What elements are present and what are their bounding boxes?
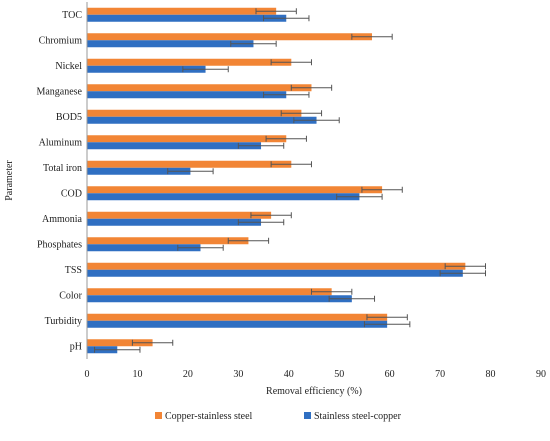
category-labels: TOC Chromium Nickel Manganese BOD5 Aluminum To… <box>36 10 82 353</box>
x-tick-label-20: 20 <box>183 369 193 380</box>
error-bar-aluminum-series-2 <box>237 142 285 149</box>
bar-color-series-2 <box>87 295 352 303</box>
category-label-manganese: Manganese <box>36 86 82 97</box>
error-bar-ph-series-2 <box>94 346 141 353</box>
x-tick-label-80: 80 <box>486 369 496 380</box>
error-bar-color-series-2 <box>328 295 376 302</box>
bar-nickel-series-2 <box>87 65 206 73</box>
legend: Copper-stainless steel Stainless steel-c… <box>155 411 402 422</box>
bar-bod5-series-1 <box>87 109 302 117</box>
error-bar-toc-series-1 <box>255 8 297 15</box>
legend-swatch-copper-stainless <box>155 412 162 419</box>
error-bar-nickel-series-1 <box>270 59 312 66</box>
bar-turbidity-series-2 <box>87 320 388 328</box>
bar-bod5-series-2 <box>87 116 317 124</box>
y-axis-title: Parameter <box>4 160 15 201</box>
bar-total-iron-series-2 <box>87 167 191 175</box>
error-bar-ph-series-1 <box>131 339 174 346</box>
category-label-nickel: Nickel <box>55 61 82 72</box>
bar-chromium-series-1 <box>87 33 373 41</box>
error-bar-phosphates-series-2 <box>177 244 224 251</box>
bar-phosphates-series-1 <box>87 237 249 245</box>
category-label-cod: COD <box>61 188 82 199</box>
category-label-aluminum: Aluminum <box>39 137 83 148</box>
x-tick-label-60: 60 <box>385 369 395 380</box>
error-bar-ammonia-series-2 <box>237 219 285 226</box>
error-bar-bod5-series-1 <box>280 110 323 117</box>
error-bar-tss-series-1 <box>444 263 487 270</box>
bar-turbidity-series-1 <box>87 313 388 321</box>
bar-toc-series-1 <box>87 7 277 15</box>
bar-manganese-series-1 <box>87 84 312 92</box>
bar-chromium-series-2 <box>87 40 254 48</box>
error-bar-aluminum-series-1 <box>265 135 307 142</box>
category-label-total-iron: Total iron <box>43 163 82 174</box>
bar-cod-series-2 <box>87 193 360 201</box>
category-label-ammonia: Ammonia <box>42 214 83 225</box>
category-label-chromium: Chromium <box>39 35 83 46</box>
bar-ammonia-series-1 <box>87 211 272 219</box>
x-tick-label-40: 40 <box>284 369 294 380</box>
error-bar-bod5-series-2 <box>293 117 340 124</box>
error-bar-cod-series-1 <box>361 186 403 193</box>
error-bar-total-iron-series-1 <box>270 161 312 168</box>
x-tick-label-70: 70 <box>435 369 445 380</box>
category-label-ph: pH <box>70 341 82 352</box>
bar-ammonia-series-2 <box>87 218 262 226</box>
bar-aluminum-series-1 <box>87 135 287 143</box>
error-bar-manganese-series-1 <box>290 84 333 91</box>
error-bar-nickel-series-2 <box>182 66 229 73</box>
error-bar-total-iron-series-2 <box>167 168 214 175</box>
category-label-bod5: BOD5 <box>56 112 82 123</box>
bars-layer <box>87 7 487 354</box>
error-bar-chromium-series-2 <box>230 40 277 47</box>
legend-swatch-stainless-copper <box>304 412 311 419</box>
category-label-tss: TSS <box>65 265 82 276</box>
error-bar-phosphates-series-1 <box>227 237 270 244</box>
error-bar-tss-series-2 <box>439 270 487 277</box>
x-tick-label-50: 50 <box>334 369 344 380</box>
error-bar-chromium-series-1 <box>351 33 393 40</box>
bar-aluminum-series-2 <box>87 142 262 150</box>
legend-label-stainless-copper: Stainless steel-copper <box>314 411 402 422</box>
bar-nickel-series-1 <box>87 58 292 66</box>
bar-tss-series-2 <box>87 269 463 277</box>
bar-manganese-series-2 <box>87 91 287 99</box>
error-bar-turbidity-series-2 <box>363 321 411 328</box>
error-bar-cod-series-2 <box>336 193 383 200</box>
x-tick-labels: 0 10 20 30 40 50 60 70 80 90 <box>85 369 547 380</box>
error-bar-ammonia-series-1 <box>250 212 292 219</box>
error-bar-toc-series-2 <box>263 15 310 22</box>
x-tick-label-0: 0 <box>85 369 90 380</box>
error-bar-turbidity-series-1 <box>366 314 408 321</box>
category-label-toc: TOC <box>62 10 82 21</box>
bar-cod-series-1 <box>87 186 383 194</box>
category-label-color: Color <box>59 290 82 301</box>
category-label-turbidity: Turbidity <box>45 316 82 327</box>
bar-ph-series-1 <box>87 339 153 347</box>
bar-tss-series-1 <box>87 262 466 270</box>
bar-toc-series-2 <box>87 14 287 22</box>
error-bar-manganese-series-2 <box>263 91 310 98</box>
x-tick-label-90: 90 <box>536 369 546 380</box>
x-tick-label-30: 30 <box>233 369 243 380</box>
x-axis-title: Removal efficiency (%) <box>266 386 362 397</box>
bar-phosphates-series-2 <box>87 244 201 252</box>
x-tick-label-10: 10 <box>132 369 142 380</box>
category-label-phosphates: Phosphates <box>37 239 82 250</box>
error-bar-color-series-1 <box>310 288 353 295</box>
legend-label-copper-stainless: Copper-stainless steel <box>165 411 253 422</box>
bar-total-iron-series-1 <box>87 160 292 168</box>
bar-color-series-1 <box>87 288 332 296</box>
